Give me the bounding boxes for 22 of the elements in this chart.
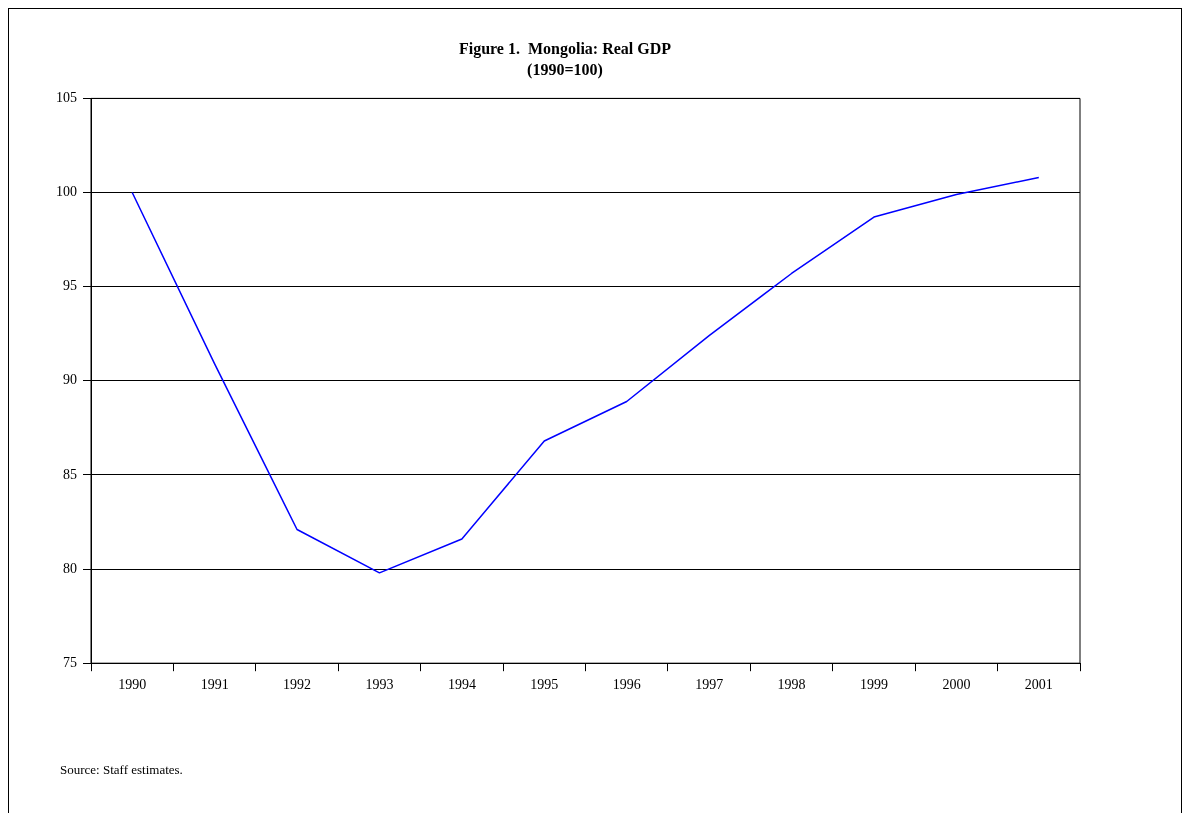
- x-tick-label: 2000: [942, 677, 971, 693]
- x-tick-label: 1994: [447, 677, 476, 693]
- y-tick-label: 75: [63, 654, 77, 670]
- source-note: Source: Staff estimates.: [60, 762, 183, 778]
- chart-title: Figure 1. Mongolia: Real GDP: [458, 39, 672, 58]
- x-tick-label: 2001: [1024, 677, 1053, 693]
- x-tick-label: 1996: [612, 677, 641, 693]
- chart-subtitle: (1990=100): [527, 60, 603, 79]
- x-tick-label: 1995: [530, 677, 559, 693]
- y-tick-label: 100: [56, 184, 77, 200]
- y-tick-label: 80: [63, 560, 77, 576]
- y-tick-label: 90: [63, 372, 77, 388]
- x-tick-label: 1997: [695, 677, 724, 693]
- y-tick-label: 105: [56, 90, 77, 106]
- x-tick-label: 1991: [200, 677, 229, 693]
- x-tick-label: 1999: [859, 677, 888, 693]
- x-tick-label: 1993: [365, 677, 394, 693]
- x-tick-label: 1998: [777, 677, 806, 693]
- y-tick-label: 85: [63, 466, 77, 482]
- y-tick-label: 95: [63, 278, 77, 294]
- x-tick-label: 1990: [118, 677, 147, 693]
- x-tick-label: 1992: [283, 677, 312, 693]
